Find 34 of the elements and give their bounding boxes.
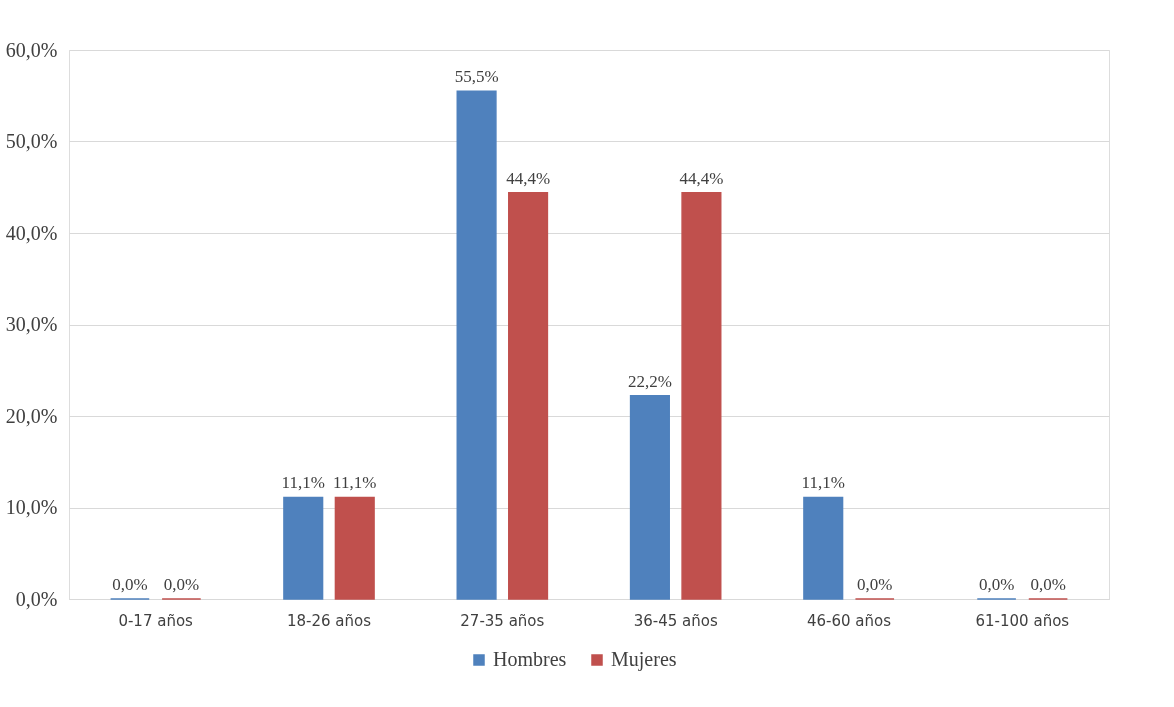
data-label: 0,0% bbox=[112, 575, 148, 594]
data-label: 44,4% bbox=[679, 168, 724, 188]
data-label: 44,4% bbox=[506, 168, 551, 188]
x-tick-label: 46-60 años bbox=[806, 611, 892, 630]
y-tick-label: 20,0% bbox=[5, 404, 58, 427]
bar bbox=[629, 395, 670, 600]
x-tick-label: 27-35 años bbox=[460, 611, 545, 630]
data-label: 0,0% bbox=[978, 575, 1015, 594]
data-label: 11,1% bbox=[801, 473, 845, 493]
y-tick-label: 10,0% bbox=[5, 496, 58, 518]
x-tick-label: 61-100 años bbox=[975, 611, 1070, 630]
bar bbox=[334, 496, 375, 600]
data-label: 11,1% bbox=[281, 473, 325, 493]
data-label: 0,0% bbox=[163, 575, 200, 594]
legend-label: Hombres bbox=[493, 648, 567, 670]
bar bbox=[283, 496, 324, 600]
bar bbox=[456, 90, 497, 600]
y-tick-label: 40,0% bbox=[5, 221, 58, 244]
bar bbox=[508, 191, 549, 600]
y-tick-label: 50,0% bbox=[5, 130, 58, 152]
bar bbox=[681, 191, 722, 600]
y-tick-label: 30,0% bbox=[5, 313, 58, 335]
x-tick-label: 0-17 años bbox=[118, 611, 194, 630]
y-tick-label: 60,0% bbox=[5, 38, 58, 61]
bar bbox=[803, 496, 844, 600]
x-tick-label: 36-45 años bbox=[633, 611, 718, 630]
data-label: 0,0% bbox=[857, 575, 893, 594]
legend-label: Mujeres bbox=[611, 648, 677, 671]
data-label: 55,5% bbox=[454, 67, 499, 87]
y-tick-label: 0,0% bbox=[15, 587, 58, 610]
data-label: 22,2% bbox=[627, 371, 672, 391]
x-tick-label: 18-26 años bbox=[286, 611, 372, 630]
data-label: 11,1% bbox=[333, 473, 377, 493]
data-label: 0,0% bbox=[1030, 575, 1066, 594]
